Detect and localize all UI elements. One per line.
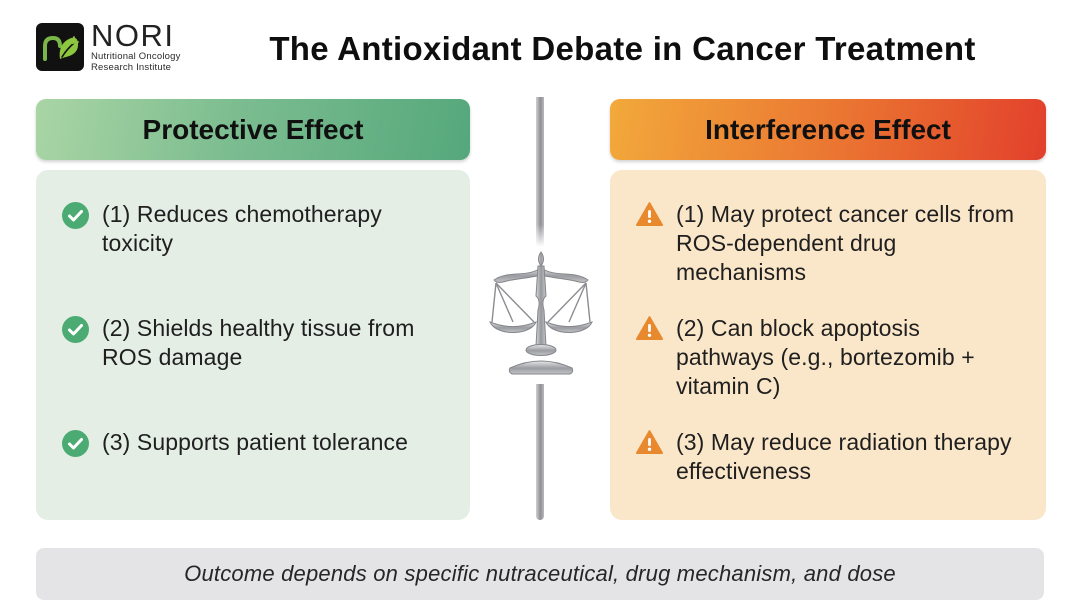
check-circle-icon bbox=[62, 430, 89, 457]
list-item-text: (1) May protect cancer cells from ROS-de… bbox=[676, 201, 1015, 285]
divider-pole-bottom bbox=[536, 384, 544, 520]
list-item-text: (1) Reduces chemotherapy toxicity bbox=[102, 201, 382, 256]
list-item-text: (3) Supports patient tolerance bbox=[102, 429, 409, 455]
protective-effect-header: Protective Effect bbox=[36, 99, 470, 160]
warning-triangle-icon bbox=[636, 430, 663, 454]
balance-scale-icon bbox=[488, 250, 594, 378]
footer-note-bar: Outcome depends on specific nutraceutica… bbox=[36, 548, 1044, 600]
nori-wordmark: NORI bbox=[91, 18, 175, 53]
list-item-text: (2) Can block apoptosis pathways (e.g., … bbox=[676, 315, 975, 399]
interference-effect-panel: (1) May protect cancer cells from ROS-de… bbox=[610, 170, 1046, 520]
warning-triangle-icon bbox=[636, 202, 663, 226]
protective-effect-panel: (1) Reduces chemotherapy toxicity (2) Sh… bbox=[36, 170, 470, 520]
list-item: (3) May reduce radiation therapy effecti… bbox=[636, 428, 1018, 486]
interference-effect-header: Interference Effect bbox=[610, 99, 1046, 160]
nori-logo-text: NORI Nutritional Oncology Research Insti… bbox=[91, 18, 181, 73]
footer-note-text: Outcome depends on specific nutraceutica… bbox=[184, 561, 896, 586]
list-item: (1) Reduces chemotherapy toxicity bbox=[62, 200, 442, 258]
page-title: The Antioxidant Debate in Cancer Treatme… bbox=[269, 30, 976, 67]
nori-subtitle-line1: Nutritional Oncology bbox=[91, 51, 181, 62]
list-item: (3) Supports patient tolerance bbox=[62, 428, 442, 457]
check-circle-icon bbox=[62, 202, 89, 229]
nori-subtitle-line2: Research Institute bbox=[91, 62, 172, 73]
list-item: (2) Can block apoptosis pathways (e.g., … bbox=[636, 314, 1018, 401]
list-item: (1) May protect cancer cells from ROS-de… bbox=[636, 200, 1018, 287]
list-item-text: (2) Shields healthy tissue from ROS dama… bbox=[102, 315, 415, 370]
divider-pole-top bbox=[536, 97, 544, 247]
nori-logo-icon bbox=[36, 23, 84, 71]
list-item-text: (3) May reduce radiation therapy effecti… bbox=[676, 429, 1012, 484]
check-circle-icon bbox=[62, 316, 89, 343]
nori-logo: NORI Nutritional Oncology Research Insti… bbox=[36, 18, 181, 73]
warning-triangle-icon bbox=[636, 316, 663, 340]
list-item: (2) Shields healthy tissue from ROS dama… bbox=[62, 314, 442, 372]
